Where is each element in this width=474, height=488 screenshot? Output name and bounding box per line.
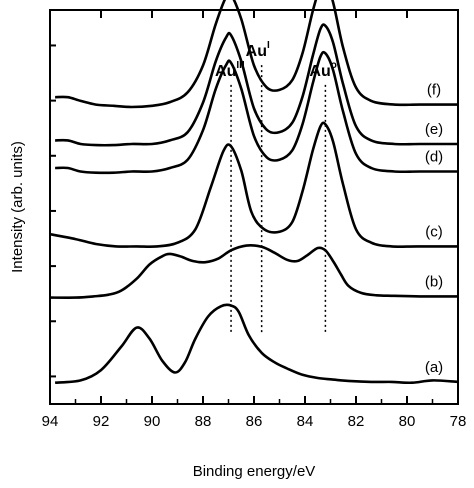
spectrum-curve	[54, 303, 459, 385]
curve-label: (a)	[425, 359, 443, 376]
x-tick-label: 90	[144, 413, 161, 430]
x-tick-label: 86	[246, 413, 263, 430]
peak-label-sup: I	[267, 40, 270, 51]
x-tick-label: 82	[348, 413, 365, 430]
peak-label-sup: III	[236, 60, 245, 71]
spectrum-curve	[55, 23, 458, 147]
x-tick-label: 94	[42, 413, 59, 430]
curve-label: (d)	[425, 149, 443, 166]
y-axis-label: Intensity (arb. units)	[9, 141, 26, 273]
curve-label: (f)	[427, 82, 441, 99]
curve-label: (c)	[425, 223, 443, 240]
x-tick-label: 84	[297, 413, 314, 430]
x-tick-labels: 94 92 90 88 86 84 82 80 78	[42, 413, 467, 430]
peak-label-sup: o	[331, 60, 337, 71]
spectrum-curve	[55, 0, 458, 109]
x-tick-label: 78	[450, 413, 467, 430]
x-axis-label: Binding energy/eV	[193, 463, 316, 480]
x-tick-label: 88	[195, 413, 212, 430]
curve-label: (b)	[425, 273, 443, 290]
x-tick-label: 92	[93, 413, 110, 430]
x-tick-label: 80	[399, 413, 416, 430]
spectrum-curve	[49, 121, 458, 248]
spectra-curves	[49, 0, 459, 385]
axis-ticks	[49, 10, 459, 404]
spectrum-curve	[55, 50, 458, 175]
spectrum-curve	[49, 244, 459, 299]
curve-labels: (a) (b) (c) (d) (e) (f)	[425, 82, 443, 376]
curve-label: (e)	[425, 121, 443, 138]
